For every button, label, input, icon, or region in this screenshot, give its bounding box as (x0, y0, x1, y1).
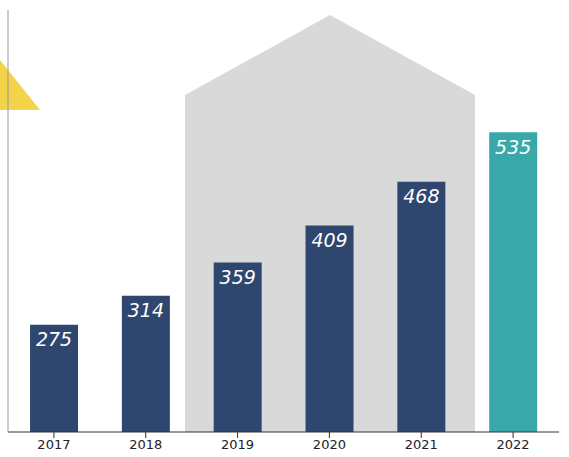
svg-text:535: 535 (495, 136, 531, 158)
svg-text:359: 359 (220, 266, 256, 288)
svg-text:2017: 2017 (37, 437, 70, 452)
svg-text:314: 314 (128, 299, 164, 321)
svg-text:2019: 2019 (221, 437, 254, 452)
svg-text:409: 409 (311, 229, 347, 251)
svg-text:2020: 2020 (313, 437, 346, 452)
svg-text:2018: 2018 (129, 437, 162, 452)
svg-text:468: 468 (403, 185, 439, 207)
svg-text:2021: 2021 (405, 437, 438, 452)
svg-text:275: 275 (36, 328, 72, 350)
svg-text:2022: 2022 (497, 437, 530, 452)
